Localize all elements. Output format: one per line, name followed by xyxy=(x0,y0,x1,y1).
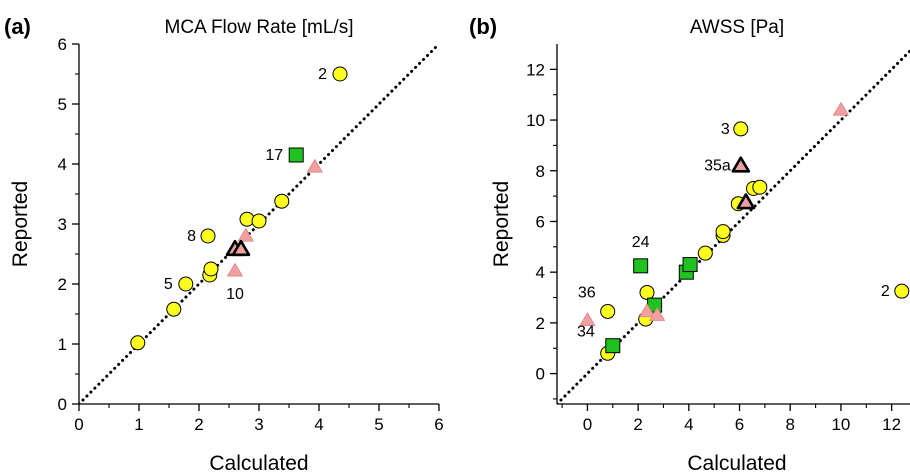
data-point-circle xyxy=(274,193,290,209)
data-point-triangle xyxy=(649,307,666,321)
data-point-circle xyxy=(251,213,267,229)
panel-b-y-axis-label: Reported xyxy=(490,181,513,267)
point-annotation: 35a xyxy=(704,158,731,175)
point-annotation: 2 xyxy=(318,66,327,83)
y-tick-label: 0 xyxy=(58,395,67,414)
y-tick-label: 4 xyxy=(58,155,67,174)
point-annotation: 24 xyxy=(632,234,650,251)
data-point-triangle xyxy=(227,262,243,277)
data-point-circle xyxy=(130,335,146,351)
data-point-square xyxy=(605,338,621,354)
panel-label-a: (a) xyxy=(4,14,31,39)
x-tick-label: 10 xyxy=(831,415,850,434)
data-point-circle xyxy=(733,121,749,137)
panel-a-x-axis-label: Calculated xyxy=(209,452,308,475)
y-tick-label: 3 xyxy=(58,215,67,234)
x-tick-label: 6 xyxy=(735,415,744,434)
point-annotation: 36 xyxy=(578,284,596,301)
data-point-square xyxy=(288,147,304,163)
y-tick-label: 6 xyxy=(536,212,545,231)
data-point-triangle xyxy=(237,228,254,242)
data-point-circle xyxy=(166,301,182,317)
data-point-circle xyxy=(752,179,768,195)
point-annotation: 17 xyxy=(265,147,283,164)
panel-label-b: (b) xyxy=(469,14,497,39)
x-tick-label: 4 xyxy=(314,415,323,434)
y-tick-label: 10 xyxy=(526,111,545,130)
data-point-triangle xyxy=(639,303,655,318)
data-point-triangle-bold xyxy=(731,156,751,173)
panel-a-title: MCA Flow Rate [mL/s] xyxy=(165,17,354,38)
x-tick-label: 4 xyxy=(684,415,693,434)
x-tick-label: 2 xyxy=(633,415,642,434)
panel-b-title: AWSS [Pa] xyxy=(690,17,784,38)
data-point-circle xyxy=(697,245,713,261)
y-tick-label: 2 xyxy=(536,314,545,333)
y-tick-label: 8 xyxy=(536,162,545,181)
data-point-triangle-bold xyxy=(231,239,251,257)
y-tick-label: 2 xyxy=(58,275,67,294)
point-annotation: 8 xyxy=(187,228,196,245)
data-point-triangle xyxy=(833,102,849,116)
data-point-triangle xyxy=(579,312,596,326)
data-point-circle xyxy=(894,283,910,299)
x-tick-label: 6 xyxy=(434,415,443,434)
panel-b-x-axis-label: Calculated xyxy=(687,452,786,475)
data-point-circle xyxy=(715,224,731,240)
point-annotation: 10 xyxy=(226,286,244,303)
x-tick-label: 2 xyxy=(194,415,203,434)
panel-a-y-axis-label: Reported xyxy=(9,181,32,267)
data-point-square xyxy=(633,258,649,274)
y-tick-label: 6 xyxy=(58,35,67,54)
data-point-circle xyxy=(639,284,655,300)
x-tick-label: 8 xyxy=(786,415,795,434)
data-point-circle xyxy=(200,228,216,244)
x-tick-label: 5 xyxy=(374,415,383,434)
x-tick-label: 12 xyxy=(882,415,901,434)
data-point-circle xyxy=(178,276,194,292)
data-point-circle xyxy=(203,261,219,277)
panel-a-plot: 0 1 2 3 4 5 6 0 1 2 3 4 5 6 5 8 2 17 10 xyxy=(58,35,444,434)
x-tick-label: 0 xyxy=(583,415,592,434)
point-annotation: 34 xyxy=(577,324,595,341)
y-tick-label: 0 xyxy=(536,365,545,384)
data-point-square xyxy=(682,257,698,273)
data-point-triangle-bold xyxy=(736,193,756,210)
x-tick-label: 3 xyxy=(254,415,263,434)
data-point-circle xyxy=(600,303,616,319)
y-tick-label: 5 xyxy=(58,95,67,114)
point-annotation: 5 xyxy=(164,276,173,293)
point-annotation: 3 xyxy=(721,121,730,138)
x-tick-label: 1 xyxy=(134,415,143,434)
y-tick-label: 1 xyxy=(58,335,67,354)
y-tick-label: 12 xyxy=(526,60,545,79)
y-tick-label: 4 xyxy=(536,263,545,282)
data-point-triangle xyxy=(306,159,323,173)
point-annotation: 2 xyxy=(881,283,890,300)
x-tick-label: 0 xyxy=(74,415,83,434)
data-point-circle xyxy=(332,66,348,82)
